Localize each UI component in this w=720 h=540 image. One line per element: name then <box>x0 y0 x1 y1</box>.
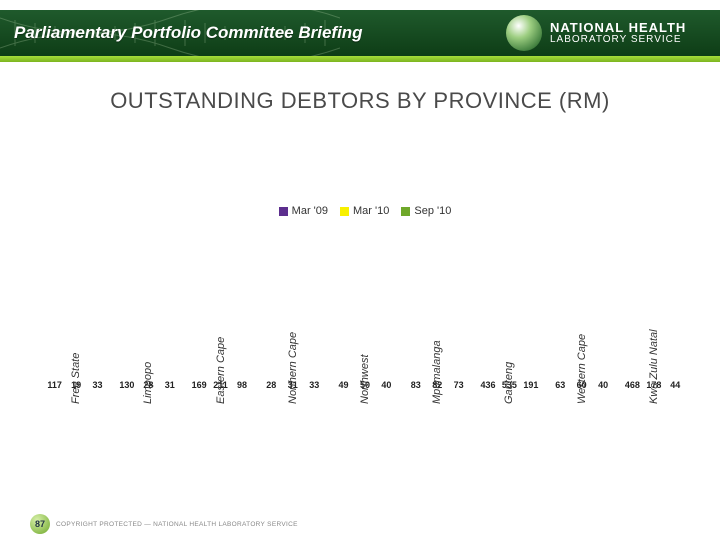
category-label: Kwa Zulu Natal <box>648 329 660 404</box>
category-label: Gauteng <box>503 362 515 404</box>
bar-value-label: 44 <box>670 380 680 390</box>
category-label: Northwest <box>359 354 371 404</box>
legend-swatch-icon <box>340 207 349 216</box>
brand-line2: LABORATORY SERVICE <box>550 35 686 46</box>
brand-text: NATIONAL HEALTH LABORATORY SERVICE <box>550 21 686 45</box>
bar-value-label: 33 <box>309 380 319 390</box>
copyright-text: COPYRIGHT PROTECTED — NATIONAL HEALTH LA… <box>56 521 298 528</box>
brand-globe-icon <box>506 15 542 51</box>
bar-value-label: 191 <box>523 380 538 390</box>
header-title: Parliamentary Portfolio Committee Briefi… <box>14 23 363 43</box>
legend-item: Mar '10 <box>340 205 389 217</box>
legend-item: Sep '10 <box>401 205 451 217</box>
bar-value-label: 33 <box>93 380 103 390</box>
category-label: Eastern Cape <box>215 337 227 404</box>
legend-label: Mar '09 <box>292 205 328 217</box>
bar-value-label: 83 <box>411 380 421 390</box>
brand-line1: NATIONAL HEALTH <box>550 21 686 35</box>
bar-value-label: 117 <box>47 380 62 390</box>
category-label: Mpumalanga <box>431 340 443 404</box>
bar-value-label: 31 <box>165 380 175 390</box>
footer: 87 COPYRIGHT PROTECTED — NATIONAL HEALTH… <box>30 514 298 534</box>
bar-value-label: 40 <box>381 380 391 390</box>
category-label: Northern Cape <box>287 332 299 404</box>
accent-strip <box>0 56 720 62</box>
chart-plot: 1171933Free State1302831Limpopo16921198E… <box>40 235 690 390</box>
legend-label: Mar '10 <box>353 205 389 217</box>
bar-value-label: 28 <box>266 380 276 390</box>
bar-value-label: 98 <box>237 380 247 390</box>
page-number-badge: 87 <box>30 514 50 534</box>
legend-swatch-icon <box>279 207 288 216</box>
bar-value-label: 169 <box>192 380 207 390</box>
bar-value-label: 49 <box>339 380 349 390</box>
bar-value-label: 130 <box>119 380 134 390</box>
header-band: Parliamentary Portfolio Committee Briefi… <box>0 10 720 56</box>
legend-item: Mar '09 <box>279 205 328 217</box>
bar-value-label: 468 <box>625 380 640 390</box>
slide-root: Parliamentary Portfolio Committee Briefi… <box>0 0 720 540</box>
debtors-chart: Mar '09Mar '10Sep '10 1171933Free State1… <box>40 150 690 460</box>
legend-label: Sep '10 <box>414 205 451 217</box>
category-label: Limpopo <box>142 362 154 404</box>
bar-value-label: 436 <box>480 380 495 390</box>
category-label: Free State <box>70 353 82 404</box>
bar-value-label: 40 <box>598 380 608 390</box>
slide-title: OUTSTANDING DEBTORS BY PROVINCE (RM) <box>0 88 720 114</box>
category-label: Western Cape <box>576 334 588 404</box>
bar-value-label: 63 <box>555 380 565 390</box>
brand-block: NATIONAL HEALTH LABORATORY SERVICE <box>500 10 720 56</box>
chart-legend: Mar '09 Mar '10 Sep '10 <box>40 205 690 219</box>
legend-swatch-icon <box>401 207 410 216</box>
bar-value-label: 73 <box>454 380 464 390</box>
